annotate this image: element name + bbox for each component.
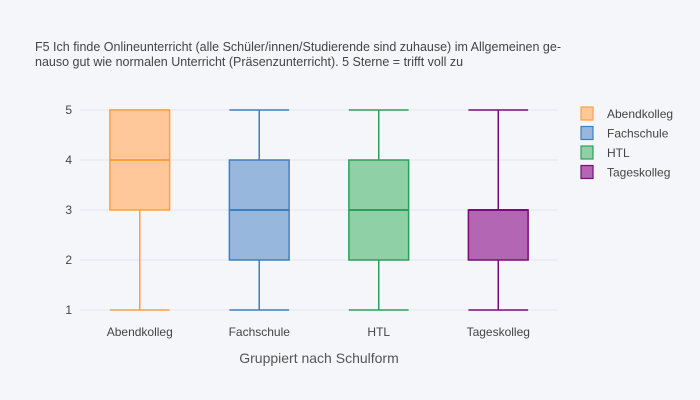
x-axis: Abendkolleg Fachschule HTL Tageskolleg [107,325,530,339]
legend-swatch [580,106,594,121]
y-tick-label: 1 [65,303,72,317]
legend-item-abendkolleg: Abendkolleg [580,106,673,121]
x-tick-label: Abendkolleg [107,325,173,339]
x-tick-label: HTL [367,325,390,339]
legend-label: Tageskolleg [607,166,670,180]
legend-label: Abendkolleg [607,107,673,121]
y-tick-label: 4 [65,153,72,167]
legend-item-fachschule: Fachschule [580,125,669,141]
chart-title-line-2: nauso gut wie normalen Unterricht (Präse… [35,55,463,69]
box-tageskolleg [467,109,529,311]
legend: Abendkolleg Fachschule HTL Tageskolleg [580,106,673,180]
x-tick-label: Fachschule [229,325,291,339]
legend-swatch [580,145,594,160]
y-tick-label: 2 [65,253,72,267]
iqr-box [467,209,529,261]
box-fachschule [228,109,290,311]
legend-label: Fachschule [607,127,669,141]
x-axis-title: Gruppiert nach Schulform [239,350,399,366]
legend-label: HTL [607,146,630,160]
legend-item-htl: HTL [580,145,630,160]
box-abendkolleg [109,109,171,311]
legend-swatch [580,125,594,141]
box-htl [348,109,410,311]
box-plots [109,109,529,311]
x-tick-label: Tageskolleg [467,325,530,339]
chart-title-line-1: F5 Ich finde Onlineunterricht (alle Schü… [35,40,561,54]
y-tick-label: 5 [65,103,72,117]
y-tick-label: 3 [65,203,72,217]
legend-swatch [580,164,594,180]
legend-item-tageskolleg: Tageskolleg [580,164,670,180]
y-axis: 1 2 3 4 5 [65,103,72,317]
